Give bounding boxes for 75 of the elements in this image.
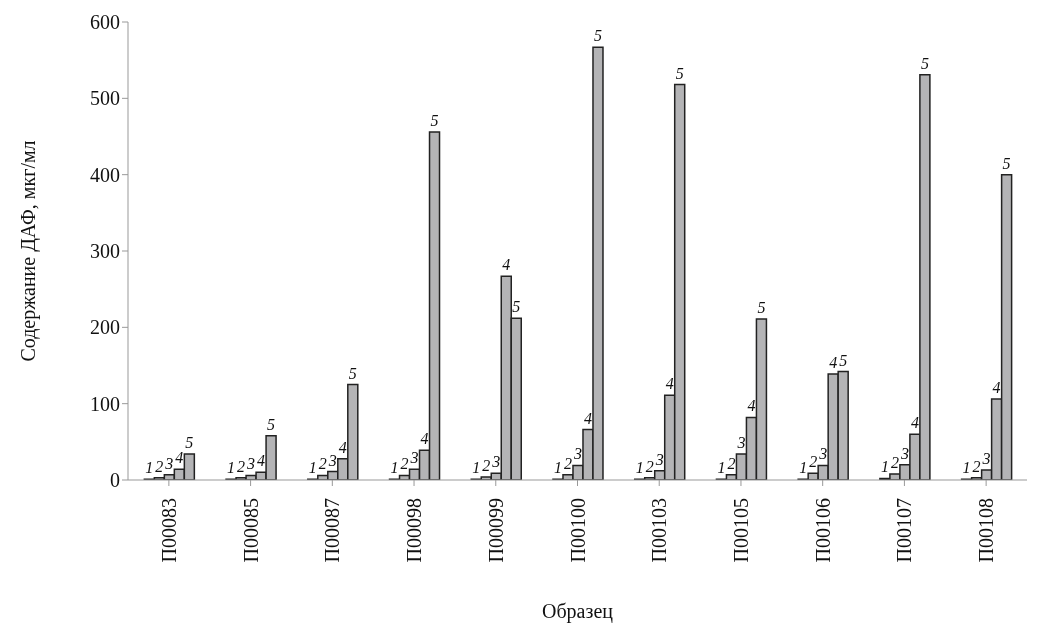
text: 1 — [799, 459, 808, 477]
text: 1 — [308, 459, 317, 477]
x-tick-label: П00100 — [566, 498, 589, 563]
text: 4 — [665, 375, 674, 393]
text: 5 — [1002, 154, 1011, 172]
y-tick-label: 200 — [90, 316, 120, 339]
text: 2 — [809, 453, 818, 471]
text: 2 — [318, 455, 327, 473]
series-label: 5 — [185, 434, 194, 452]
y-tick-label: 600 — [90, 11, 120, 34]
text: 2 — [563, 454, 572, 472]
x-tick-label: П00107 — [893, 498, 916, 563]
text: 3 — [655, 450, 664, 468]
text: 1 — [553, 459, 562, 477]
text: 5 — [267, 415, 276, 433]
text: 2 — [972, 457, 981, 475]
text: 5 — [839, 351, 848, 369]
text: 3 — [492, 453, 501, 471]
text: 2 — [890, 453, 899, 471]
x-axis-title: Образец — [542, 600, 614, 623]
x-tick-label: П00106 — [811, 498, 834, 563]
text: 2 — [482, 456, 491, 474]
text: 3 — [982, 450, 991, 468]
text: 4 — [583, 409, 592, 427]
text: 4 — [338, 438, 347, 456]
text: 3 — [819, 445, 828, 463]
text: 1 — [880, 458, 889, 476]
text: 1 — [227, 459, 236, 477]
text: 1 — [390, 459, 399, 477]
text: 5 — [757, 298, 766, 316]
series-label: 3 — [164, 454, 174, 472]
x-tick-label: П00105 — [729, 498, 752, 563]
text: 2 — [727, 454, 736, 472]
text: 1 — [962, 459, 971, 477]
text: 4 — [829, 353, 838, 371]
y-tick-label: 300 — [90, 240, 120, 263]
text: 3 — [900, 444, 909, 462]
x-tick-label: П00103 — [648, 498, 671, 563]
y-tick-label: 400 — [90, 163, 120, 186]
y-tick-label: 0 — [110, 469, 120, 492]
text: 4 — [747, 397, 756, 415]
text: 3 — [573, 445, 582, 463]
text: 4 — [910, 414, 919, 432]
text: 5 — [512, 298, 521, 316]
series-label: 4 — [175, 449, 184, 467]
text: 5 — [675, 64, 684, 82]
text: 3 — [247, 455, 256, 473]
y-tick-label: 500 — [90, 87, 120, 110]
series-label: 1 — [145, 459, 154, 477]
text: 3 — [737, 434, 746, 452]
text: 4 — [420, 430, 429, 448]
y-axis-title: Содержание ДАФ, мкг/мл — [17, 140, 41, 362]
text: 4 — [502, 256, 511, 274]
text: 2 — [645, 457, 654, 475]
x-tick-label: П00085 — [239, 498, 262, 563]
x-tick-label: П00087 — [321, 498, 344, 563]
y-tick-label: 100 — [90, 392, 120, 415]
text: 4 — [992, 379, 1001, 397]
text: 2 — [400, 455, 409, 473]
text: 5 — [920, 54, 929, 72]
text: 3 — [328, 451, 337, 469]
x-tick-label: П00099 — [484, 498, 507, 563]
text: 5 — [593, 27, 602, 45]
text: 1 — [635, 459, 644, 477]
text: 3 — [410, 449, 419, 467]
text: 1 — [472, 459, 481, 477]
text: 2 — [237, 457, 246, 475]
series-label: 2 — [155, 457, 164, 475]
text: 4 — [257, 452, 266, 470]
x-tick-label: П00083 — [157, 498, 180, 563]
text: 1 — [717, 459, 726, 477]
text: 5 — [348, 364, 357, 382]
x-tick-label: П00108 — [975, 498, 998, 563]
text: 5 — [430, 111, 439, 129]
x-tick-label: П00098 — [403, 498, 426, 563]
